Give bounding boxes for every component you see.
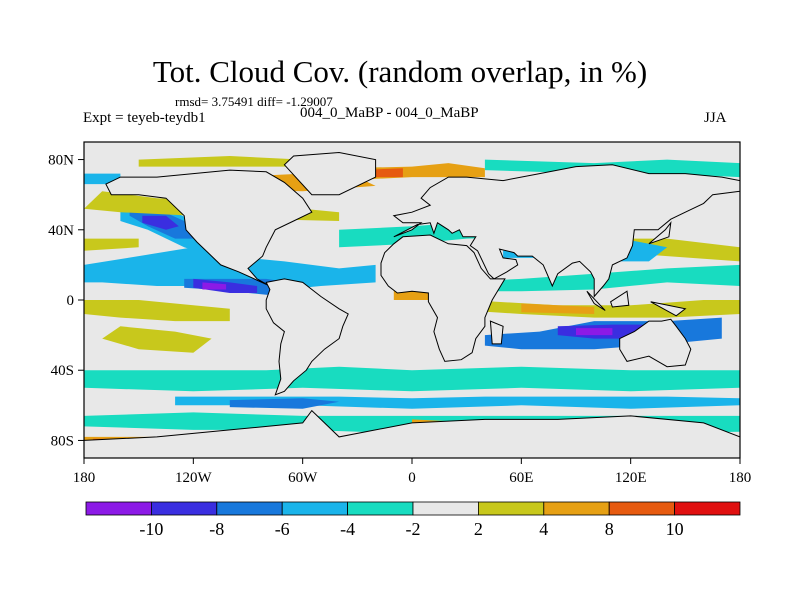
landmass-3: [392, 164, 740, 298]
contour-region-9: [102, 326, 212, 353]
stats-line: rmsd= 3.75491 diff= -1.29007: [175, 94, 333, 109]
contour-region-25: [521, 303, 595, 314]
colorbar-box-9: [674, 501, 741, 516]
landmass-11: [650, 301, 687, 317]
colorbar-label-7: 8: [605, 519, 614, 539]
colorbar-label-6: 4: [539, 519, 548, 539]
colorbar: -10 -8 -6 -4 -2 2 4 8 10: [85, 501, 741, 539]
colorbar-box-3: [281, 501, 349, 516]
y-tick-label-4: 80S: [51, 433, 74, 449]
colorbar-box-8: [608, 501, 676, 516]
colorbar-box-5: [412, 501, 479, 516]
colorbar-box-7: [543, 501, 610, 516]
experiment-label: Expt = teyeb-teydb1: [83, 110, 206, 126]
colorbar-label-2: -6: [275, 519, 290, 539]
landmass-0: [105, 169, 313, 287]
landmass-9: [586, 290, 606, 311]
x-tick-label-6: 180: [729, 470, 752, 486]
landmass-8: [648, 221, 672, 245]
x-tick-label-2: 60W: [288, 470, 318, 486]
landmass-2: [283, 151, 377, 196]
y-tick-label-0: 80N: [48, 153, 74, 169]
coastline-layer: [84, 151, 740, 458]
season-label: JJA: [704, 110, 727, 126]
colorbar-label-0: -10: [139, 519, 163, 539]
colorbar-box-2: [216, 501, 283, 516]
plot-area: [84, 142, 740, 458]
colorbar-label-8: 10: [666, 519, 684, 539]
colorbar-label-5: 2: [474, 519, 483, 539]
y-tick-label-3: 40S: [51, 363, 74, 379]
landmass-10: [609, 290, 630, 308]
contour-region-6: [142, 215, 179, 230]
x-tick-label-5: 120E: [615, 470, 647, 486]
colorbar-label-3: -4: [340, 519, 355, 539]
y-axis: 80N 40N 0 40S 80S: [48, 153, 84, 449]
x-tick-label-1: 120W: [175, 470, 213, 486]
x-tick-label-0: 180: [73, 470, 96, 486]
landmass-5: [619, 318, 692, 368]
landmass-4: [380, 234, 506, 362]
contour-region-22: [576, 328, 613, 336]
contour-region-12: [229, 398, 340, 409]
colorbar-box-4: [347, 501, 414, 516]
contour-region-34: [138, 156, 303, 167]
colorbar-box-6: [477, 501, 545, 516]
x-tick-label-3: 0: [408, 470, 416, 486]
contour-region-8: [84, 300, 230, 322]
colorbar-box-0: [85, 501, 152, 516]
colorbar-label-1: -8: [209, 519, 224, 539]
y-tick-label-2: 0: [67, 293, 75, 309]
contour-region-0: [84, 247, 376, 292]
case-label: 004_0_MaBP - 004_0_MaBP: [300, 105, 479, 121]
x-axis: 180 120W 60W 0 60E 120E 180: [73, 458, 752, 486]
colorbar-label-4: -2: [406, 519, 421, 539]
colorbar-box-1: [150, 501, 218, 516]
landmass-6: [489, 320, 504, 345]
contour-region-7: [84, 238, 139, 251]
y-tick-label-1: 40N: [48, 223, 74, 239]
landmass-7: [84, 409, 740, 458]
contour-region-10: [84, 366, 740, 392]
landmass-1: [265, 278, 349, 396]
x-tick-label-4: 60E: [509, 470, 533, 486]
chart-title: Tot. Cloud Cov. (random overlap, in %): [152, 54, 648, 89]
contour-region-3: [202, 282, 227, 290]
